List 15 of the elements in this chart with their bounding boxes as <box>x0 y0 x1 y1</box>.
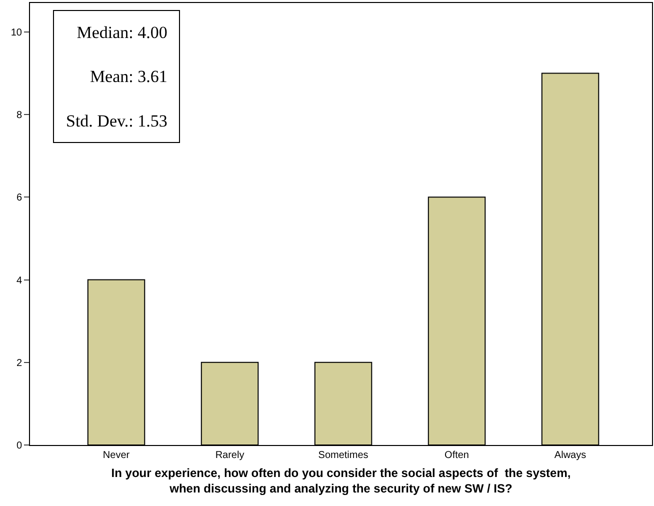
x-tick-label: Often <box>444 450 470 461</box>
y-tick-label: 4 <box>16 275 22 286</box>
x-tick-label: Sometimes <box>318 450 368 461</box>
y-tick-label: 2 <box>16 358 22 369</box>
annotation: Std. Dev.: 1.53 <box>66 111 168 130</box>
annotation: Mean: 3.61 <box>90 67 168 86</box>
y-tick-label: 10 <box>10 27 22 38</box>
x-tick-label: Rarely <box>215 450 244 461</box>
y-tick-label: 0 <box>16 440 22 452</box>
x-tick-label: Never <box>102 450 130 461</box>
annotation: Median: 4.00 <box>76 23 168 42</box>
x-tick-label: Always <box>554 450 586 461</box>
x-axis-title: In your experience, how often do you consider the social aspects of the system, when discussing and analyzing the security of new SW / IS? <box>111 466 571 496</box>
y-tick-label: 8 <box>16 110 22 122</box>
y-tick-label: 6 <box>16 192 22 204</box>
